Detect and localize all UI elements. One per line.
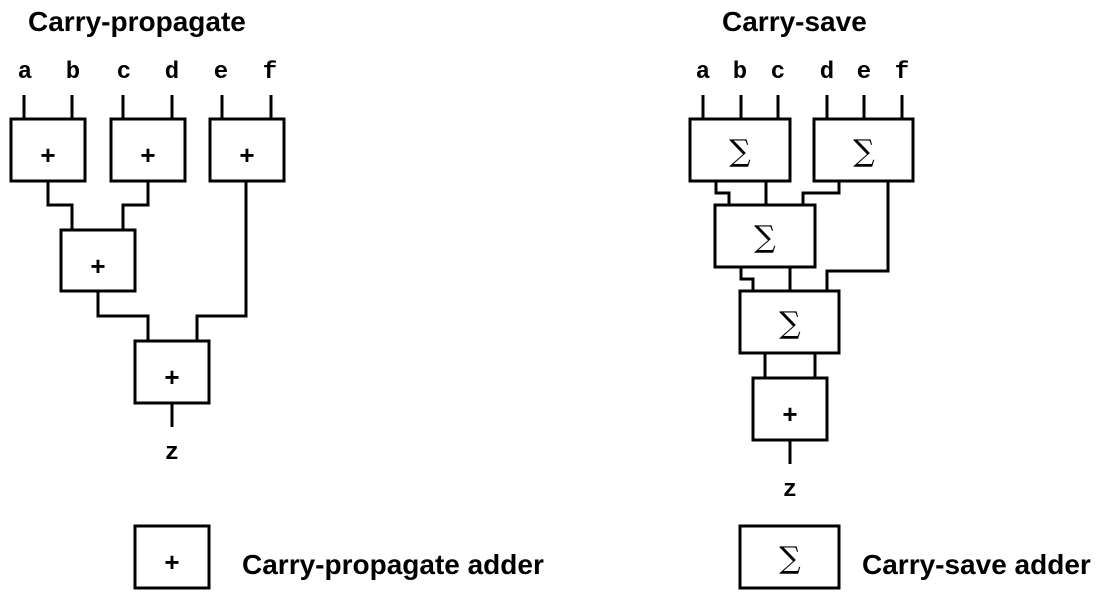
cs-csa-2-symbol: ∑ <box>853 134 875 169</box>
cs-input-e: e <box>857 59 871 86</box>
cp-input-d: d <box>165 59 179 86</box>
cp-input-c: c <box>117 59 131 86</box>
cs-csa-4: ∑ <box>738 289 841 355</box>
cs-csa-1: ∑ <box>688 117 792 183</box>
cp-inner-wires <box>46 181 248 427</box>
legend: + Carry-propagate adder ∑ Carry-save add… <box>133 524 1091 590</box>
cp-adder-4: + <box>59 228 137 293</box>
cp-input-f: f <box>263 59 277 86</box>
legend-csa: ∑ Carry-save adder <box>738 524 1091 590</box>
cs-csa-2: ∑ <box>812 117 915 183</box>
cp-adder-1-symbol: + <box>40 140 55 170</box>
cp-output-z: z <box>165 440 179 467</box>
carry-save-title: Carry-save <box>722 6 867 37</box>
cp-input-wires <box>22 95 273 119</box>
cs-input-wires <box>701 95 904 119</box>
legend-csa-label: Carry-save adder <box>862 549 1091 580</box>
cs-csa-1-symbol: ∑ <box>729 134 751 169</box>
legend-cpa-symbol: + <box>164 547 179 577</box>
cs-inner-wires <box>714 181 890 464</box>
cp-adder-2-symbol: + <box>140 140 155 170</box>
cs-input-b: b <box>733 59 747 86</box>
cp-adder-2: + <box>109 117 187 183</box>
cs-final-adder-symbol: + <box>782 399 797 429</box>
cp-adder-5: + <box>133 339 211 405</box>
cs-csa-4-symbol: ∑ <box>779 306 801 341</box>
cp-adder-3-symbol: + <box>239 140 254 170</box>
legend-cpa: + Carry-propagate adder <box>133 524 544 590</box>
cs-final-adder: + <box>751 376 829 442</box>
cp-adder-1: + <box>9 117 87 183</box>
cs-csa-3: ∑ <box>713 203 817 269</box>
cp-adder-5-symbol: + <box>164 362 179 392</box>
carry-save-tree: Carry-save a b c d e f <box>688 6 915 504</box>
legend-cpa-label: Carry-propagate adder <box>242 549 544 580</box>
cp-adder-4-symbol: + <box>90 251 105 281</box>
carry-propagate-tree: Carry-propagate a b c d e f + <box>9 6 286 467</box>
cs-input-c: c <box>771 59 785 86</box>
cs-input-a: a <box>696 59 710 86</box>
cs-input-d: d <box>820 59 834 86</box>
cp-adder-3: + <box>208 117 286 183</box>
cp-input-e: e <box>214 59 228 86</box>
cs-input-f: f <box>895 59 909 86</box>
carry-propagate-title: Carry-propagate <box>28 6 246 37</box>
cp-input-a: a <box>18 59 32 86</box>
cs-output-z: z <box>783 477 797 504</box>
cs-csa-3-symbol: ∑ <box>754 220 776 255</box>
cp-input-b: b <box>66 59 80 86</box>
legend-csa-symbol: ∑ <box>779 541 801 576</box>
